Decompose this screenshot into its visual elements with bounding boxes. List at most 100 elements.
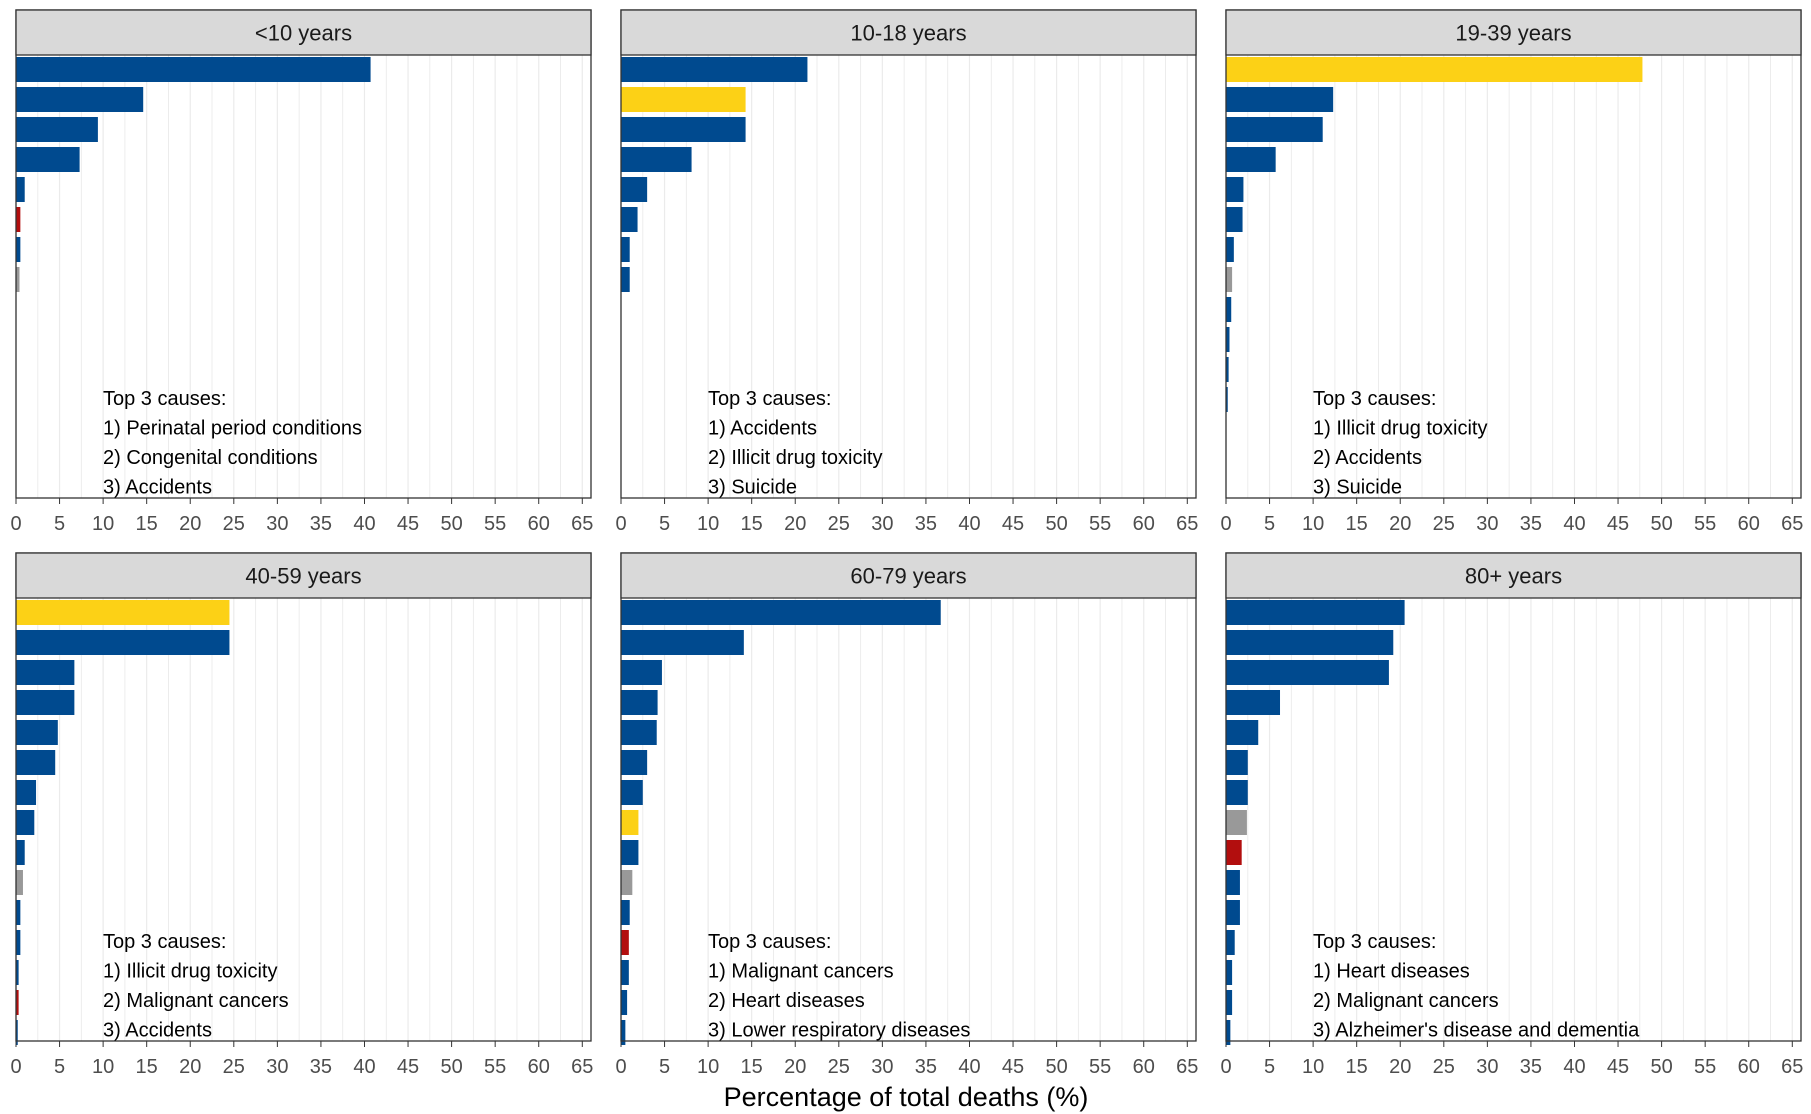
x-tick-label: 10: [697, 513, 719, 535]
panel-3: 40-59 years0 5 10 15 20 25 30 35 40 45 50 55 60 65Top…: [10, 553, 593, 1078]
x-tick-label: 45: [1607, 1056, 1629, 1078]
bar: [1226, 600, 1405, 625]
bar: [16, 930, 20, 955]
x-tick-label: 0: [10, 1056, 21, 1078]
x-tick-label: 55: [484, 513, 506, 535]
x-tick-label: 25: [1433, 513, 1455, 535]
bar: [16, 87, 143, 112]
bar: [621, 750, 647, 775]
bar: [1226, 630, 1393, 655]
annotation-line: 2) Heart diseases: [708, 990, 865, 1012]
bar: [16, 660, 74, 685]
x-tick-label: 25: [223, 1056, 245, 1078]
x-tick-label: 15: [136, 1056, 158, 1078]
x-tick-label: 20: [179, 1056, 201, 1078]
annotation-line: 2) Congenital conditions: [103, 447, 318, 469]
panel-0: <10 years 0 5 10 15 20 25 30 35 40 45 50 55 60 65 Top 3…: [10, 10, 593, 535]
x-tick-label: 40: [958, 513, 980, 535]
bar: [1226, 810, 1247, 835]
x-tick-label: 25: [828, 513, 850, 535]
annotation-line: Top 3 causes:: [708, 388, 831, 410]
annotation-line: 3) Accidents: [103, 477, 212, 499]
annotation-line: 3) Lower respiratory diseases: [708, 1020, 970, 1042]
annotation-line: 2) Illicit drug toxicity: [708, 447, 883, 469]
x-tick-label: 60: [528, 1056, 550, 1078]
annotation-line: 3) Suicide: [708, 477, 797, 499]
annotation-line: 2) Malignant cancers: [103, 990, 289, 1012]
annotation-line: 3) Suicide: [1313, 477, 1402, 499]
annotation-line: 3) Alzheimer's disease and dementia: [1313, 1020, 1640, 1042]
x-tick-label: 65: [1781, 1056, 1803, 1078]
bar: [1226, 960, 1232, 985]
x-tick-label: 15: [136, 513, 158, 535]
bar: [16, 207, 20, 232]
x-tick-label: 65: [1781, 513, 1803, 535]
x-tick-label: 35: [915, 1056, 937, 1078]
panel-4: 60-79 years0 5 10 15 20 25 30 35 40 45 50 55 60 65Top…: [615, 553, 1198, 1078]
bar: [16, 147, 80, 172]
facet-title: 10-18 years: [850, 21, 966, 46]
x-tick-label: 60: [528, 513, 550, 535]
x-tick-label: 15: [741, 1056, 763, 1078]
x-tick-label: 25: [828, 1056, 850, 1078]
x-tick-label: 40: [1563, 1056, 1585, 1078]
x-tick-label: 50: [1650, 1056, 1672, 1078]
x-tick-label: 50: [1650, 513, 1672, 535]
annotation-line: 1) Malignant cancers: [708, 961, 894, 983]
x-tick-label: 10: [1302, 513, 1324, 535]
x-tick-label: 65: [571, 1056, 593, 1078]
x-tick-label: 50: [440, 1056, 462, 1078]
bar: [621, 600, 941, 625]
x-tick-label: 35: [310, 1056, 332, 1078]
panel-2: 19-39 years0 5 10 15 20 25 30 35 40 45 50 55 60 65Top…: [1220, 10, 1803, 535]
bar: [621, 117, 746, 142]
bar: [1226, 207, 1243, 232]
annotation-line: Top 3 causes:: [1313, 931, 1436, 953]
bar: [621, 870, 632, 895]
bar: [16, 600, 229, 625]
x-tick-label: 5: [1264, 1056, 1275, 1078]
bar: [621, 57, 807, 82]
x-tick-label: 20: [1389, 513, 1411, 535]
x-tick-label: 50: [1045, 1056, 1067, 1078]
x-tick-label: 5: [1264, 513, 1275, 535]
x-tick-label: 5: [659, 513, 670, 535]
bar: [1226, 147, 1276, 172]
bar: [621, 960, 629, 985]
x-tick-label: 0: [1220, 513, 1231, 535]
x-tick-label: 20: [1389, 1056, 1411, 1078]
bar: [1226, 177, 1243, 202]
bar: [16, 750, 55, 775]
annotation-line: Top 3 causes:: [103, 931, 226, 953]
x-tick-label: 55: [1089, 513, 1111, 535]
x-tick-label: 0: [1220, 1056, 1231, 1078]
bar: [16, 720, 58, 745]
x-tick-label: 45: [397, 513, 419, 535]
x-tick-label: 0: [10, 513, 21, 535]
bar: [16, 57, 371, 82]
bar: [16, 177, 25, 202]
x-tick-label: 10: [92, 1056, 114, 1078]
x-tick-label: 35: [915, 513, 937, 535]
x-tick-label: 55: [1694, 513, 1716, 535]
x-tick-label: 15: [1346, 513, 1368, 535]
bar: [1226, 870, 1240, 895]
facet-title: 80+ years: [1465, 564, 1562, 589]
x-tick-label: 10: [1302, 1056, 1324, 1078]
facet-title: <10 years: [255, 21, 352, 46]
bar: [621, 207, 638, 232]
x-tick-label: 30: [1476, 513, 1498, 535]
bar: [16, 870, 23, 895]
facet-title: 19-39 years: [1455, 21, 1571, 46]
x-tick-label: 15: [1346, 1056, 1368, 1078]
x-tick-label: 0: [615, 513, 626, 535]
bar: [1226, 780, 1248, 805]
x-tick-label: 45: [1002, 513, 1024, 535]
bar: [621, 177, 647, 202]
x-axis-title: Percentage of total deaths (%): [724, 1082, 1089, 1112]
x-tick-label: 55: [484, 1056, 506, 1078]
annotation-line: 2) Malignant cancers: [1313, 990, 1499, 1012]
bar: [621, 780, 643, 805]
x-tick-label: 35: [310, 513, 332, 535]
